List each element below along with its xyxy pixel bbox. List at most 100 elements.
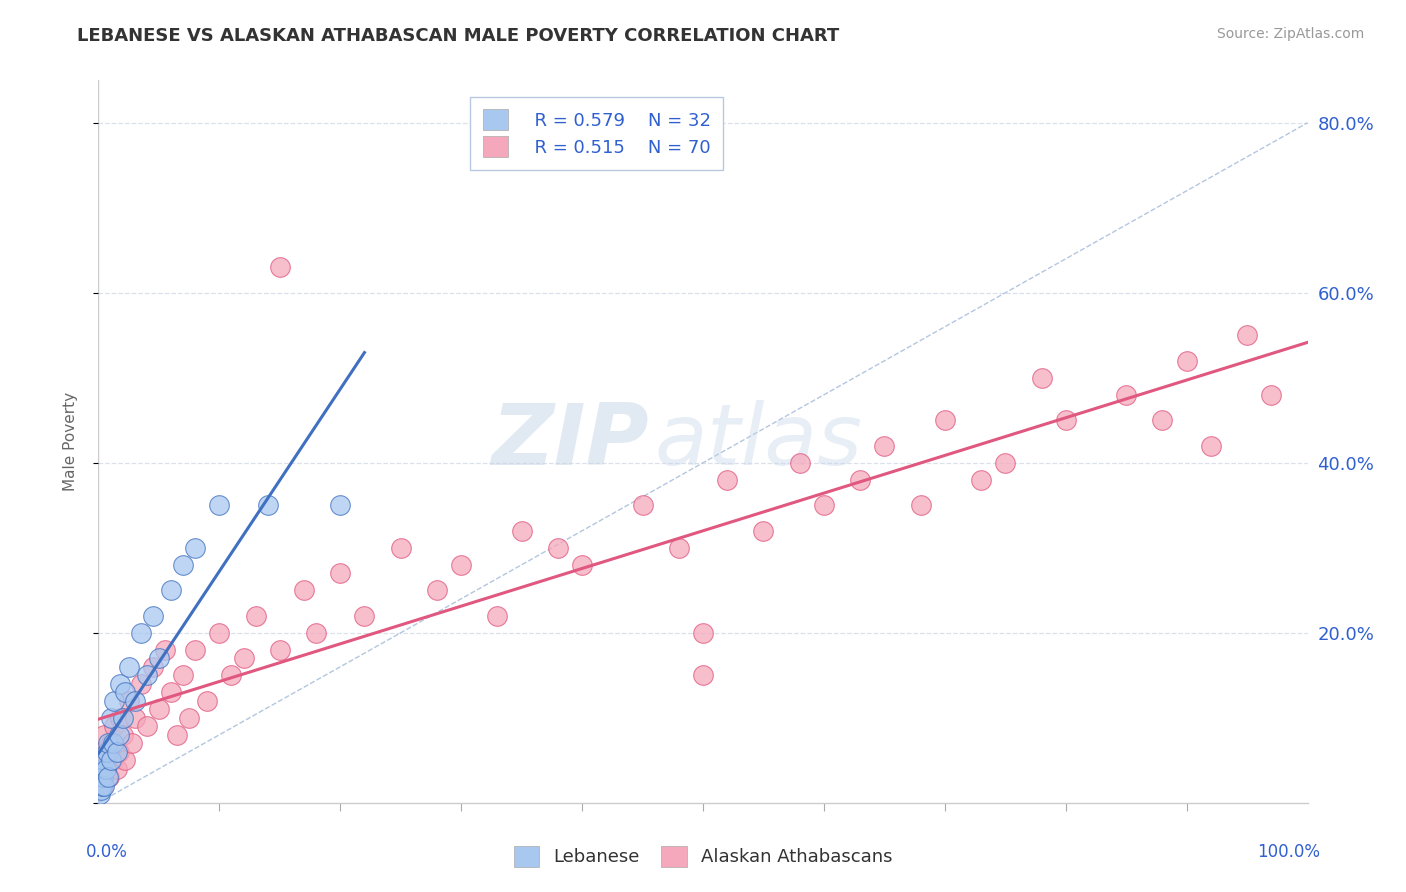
Point: [93, 779, 115, 793]
Legend: Lebanese, Alaskan Athabascans: Lebanese, Alaskan Athabascans: [506, 838, 900, 874]
Point: [111, 728, 134, 742]
Point: [148, 651, 170, 665]
Point: [934, 413, 956, 427]
Legend:   R = 0.579    N = 32,   R = 0.515    N = 70: R = 0.579 N = 32, R = 0.515 N = 70: [470, 96, 723, 169]
Point: [160, 685, 183, 699]
Point: [1152, 413, 1174, 427]
Point: [1115, 388, 1137, 402]
Point: [91, 762, 114, 776]
Point: [486, 608, 509, 623]
Point: [1054, 413, 1077, 427]
Point: [1031, 371, 1053, 385]
Point: [96, 753, 118, 767]
Point: [111, 711, 134, 725]
Point: [160, 583, 183, 598]
Point: [91, 779, 114, 793]
Point: [849, 473, 872, 487]
Point: [135, 668, 157, 682]
Point: [910, 498, 932, 512]
Point: [97, 770, 120, 784]
Text: Source: ZipAtlas.com: Source: ZipAtlas.com: [1216, 27, 1364, 41]
Point: [994, 456, 1017, 470]
Point: [716, 473, 738, 487]
Point: [752, 524, 775, 538]
Point: [221, 668, 243, 682]
Point: [166, 728, 188, 742]
Point: [256, 498, 278, 512]
Point: [269, 642, 291, 657]
Point: [184, 642, 207, 657]
Point: [172, 668, 194, 682]
Point: [91, 745, 114, 759]
Point: [118, 694, 141, 708]
Point: [108, 745, 131, 759]
Point: [90, 762, 112, 776]
Point: [970, 473, 993, 487]
Point: [692, 668, 714, 682]
Point: [108, 677, 131, 691]
Point: [91, 770, 114, 784]
Point: [571, 558, 593, 572]
Point: [329, 566, 352, 581]
Point: [129, 625, 152, 640]
Point: [195, 694, 218, 708]
Point: [208, 625, 231, 640]
Point: [96, 745, 118, 759]
Point: [114, 753, 136, 767]
Point: [89, 770, 111, 784]
Y-axis label: Male Poverty: Male Poverty: [63, 392, 77, 491]
Point: [510, 524, 533, 538]
Point: [631, 498, 654, 512]
Text: 0.0%: 0.0%: [86, 843, 128, 861]
Point: [98, 770, 121, 784]
Point: [208, 498, 231, 512]
Point: [135, 719, 157, 733]
Point: [105, 762, 128, 776]
Text: LEBANESE VS ALASKAN ATHABASCAN MALE POVERTY CORRELATION CHART: LEBANESE VS ALASKAN ATHABASCAN MALE POVE…: [77, 27, 839, 45]
Point: [232, 651, 254, 665]
Point: [1199, 439, 1222, 453]
Point: [93, 753, 115, 767]
Point: [668, 541, 690, 555]
Point: [245, 608, 267, 623]
Point: [389, 541, 412, 555]
Point: [124, 711, 146, 725]
Text: ZIP: ZIP: [491, 400, 648, 483]
Point: [692, 625, 714, 640]
Text: 100.0%: 100.0%: [1257, 843, 1320, 861]
Point: [91, 779, 114, 793]
Point: [103, 719, 125, 733]
Point: [450, 558, 472, 572]
Point: [142, 608, 165, 623]
Point: [97, 745, 120, 759]
Point: [89, 787, 111, 801]
Point: [100, 753, 122, 767]
Point: [108, 728, 131, 742]
Point: [1260, 388, 1282, 402]
Point: [789, 456, 811, 470]
Point: [172, 558, 194, 572]
Point: [873, 439, 896, 453]
Point: [114, 685, 136, 699]
Point: [97, 736, 120, 750]
Point: [118, 660, 141, 674]
Text: atlas: atlas: [655, 400, 863, 483]
Point: [1236, 328, 1258, 343]
Point: [103, 694, 125, 708]
Point: [94, 762, 117, 776]
Point: [100, 736, 122, 750]
Point: [305, 625, 328, 640]
Point: [184, 541, 207, 555]
Point: [93, 728, 115, 742]
Point: [179, 711, 201, 725]
Point: [108, 711, 131, 725]
Point: [813, 498, 835, 512]
Point: [94, 762, 117, 776]
Point: [292, 583, 315, 598]
Point: [121, 736, 143, 750]
Point: [329, 498, 352, 512]
Point: [353, 608, 375, 623]
Point: [129, 677, 152, 691]
Point: [269, 260, 291, 275]
Point: [547, 541, 569, 555]
